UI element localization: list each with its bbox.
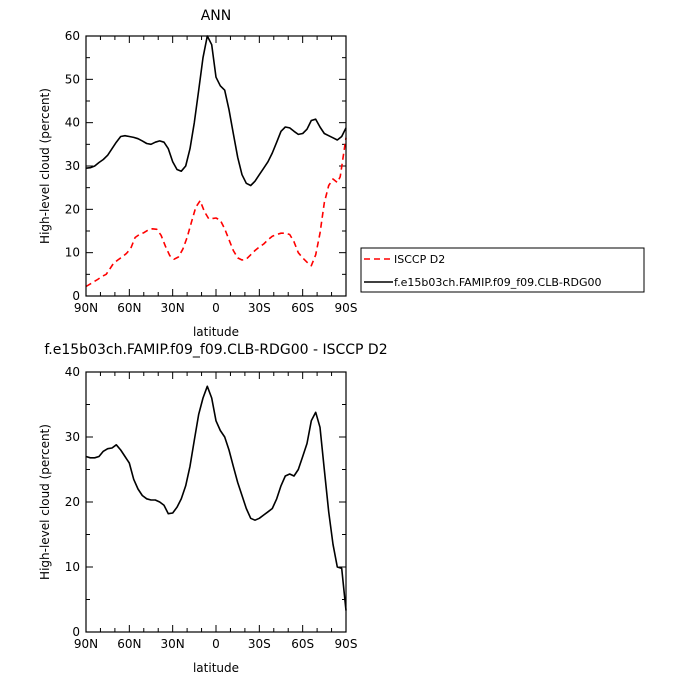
- bottom-panel-y-tick-label-40: 40: [65, 365, 80, 379]
- bottom-panel-x-axis-label: latitude: [193, 661, 239, 675]
- top-panel-y-tick-label-10: 10: [65, 246, 80, 260]
- top-panel-title: ANN: [201, 8, 232, 24]
- top-panel-x-tick-label-30s: 30S: [248, 301, 271, 315]
- bottom-panel-series: [85, 385, 347, 611]
- top-panel-ticks: 90N 60N 30N 0 30S 60S 90S 0 10 20 30 40 50 60: [65, 29, 358, 315]
- legend-label-model: f.e15b03ch.FAMIP.f09_f09.CLB-RDG00: [394, 276, 602, 289]
- top-panel-x-tick-label-90s: 90S: [335, 301, 358, 315]
- top-panel-y-tick-label-0: 0: [72, 289, 80, 303]
- top-panel-series-line-model: [85, 35, 347, 187]
- top-panel-x-tick-label-30n: 30N: [161, 301, 185, 315]
- legend-box: [360, 247, 645, 293]
- bottom-panel-x-tick-label-30n: 30N: [161, 637, 185, 651]
- top-panel-x-tick-label-60s: 60S: [291, 301, 314, 315]
- chart-legend: ISCCP D2 f.e15b03ch.FAMIP.f09_f09.CLB-RD…: [360, 247, 645, 293]
- bottom-panel-x-tick-label-90n: 90N: [74, 637, 98, 651]
- top-panel-y-tick-label-60: 60: [65, 29, 80, 43]
- top-panel-y-tick-label-50: 50: [65, 72, 80, 86]
- top-panel-series: [85, 35, 347, 288]
- bottom-panel-x-tick-label-60s: 60S: [291, 637, 314, 651]
- top-panel-series-line-isccp-d2: [85, 137, 347, 288]
- bottom-panel-series-line-difference: [85, 385, 347, 611]
- legend-label-isccp-d2: ISCCP D2: [394, 253, 445, 266]
- bottom-panel-y-tick-label-30: 30: [65, 430, 80, 444]
- top-panel-x-tick-label-90n: 90N: [74, 301, 98, 315]
- bottom-panel-x-tick-label-0: 0: [212, 637, 220, 651]
- top-panel-y-tick-label-20: 20: [65, 202, 80, 216]
- bottom-panel-y-tick-label-20: 20: [65, 495, 80, 509]
- top-panel-y-tick-label-40: 40: [65, 116, 80, 130]
- top-panel-y-axis-label: High-level cloud (percent): [38, 88, 52, 244]
- top-panel-x-tick-label-60n: 60N: [117, 301, 141, 315]
- top-panel-y-tick-label-30: 30: [65, 159, 80, 173]
- bottom-panel: f.e15b03ch.FAMIP.f09_f09.CLB-RDG00 - ISC…: [38, 342, 388, 675]
- top-panel-frame: [85, 35, 347, 297]
- bottom-panel-y-axis-label: High-level cloud (percent): [38, 424, 52, 580]
- bottom-panel-y-tick-label-10: 10: [65, 560, 80, 574]
- bottom-panel-y-tick-label-0: 0: [72, 625, 80, 639]
- bottom-panel-x-tick-label-90s: 90S: [335, 637, 358, 651]
- top-panel-x-tick-label-0: 0: [212, 301, 220, 315]
- bottom-panel-ticks: 90N 60N 30N 0 30S 60S 90S 0 10 20 30 40: [65, 365, 358, 651]
- bottom-panel-title: f.e15b03ch.FAMIP.f09_f09.CLB-RDG00 - ISC…: [44, 342, 387, 358]
- top-panel: ANN High-level cloud (percent) latitude …: [38, 8, 357, 339]
- bottom-panel-x-tick-label-30s: 30S: [248, 637, 271, 651]
- top-panel-x-axis-label: latitude: [193, 325, 239, 339]
- bottom-panel-x-tick-label-60n: 60N: [117, 637, 141, 651]
- bottom-panel-frame: [85, 371, 347, 633]
